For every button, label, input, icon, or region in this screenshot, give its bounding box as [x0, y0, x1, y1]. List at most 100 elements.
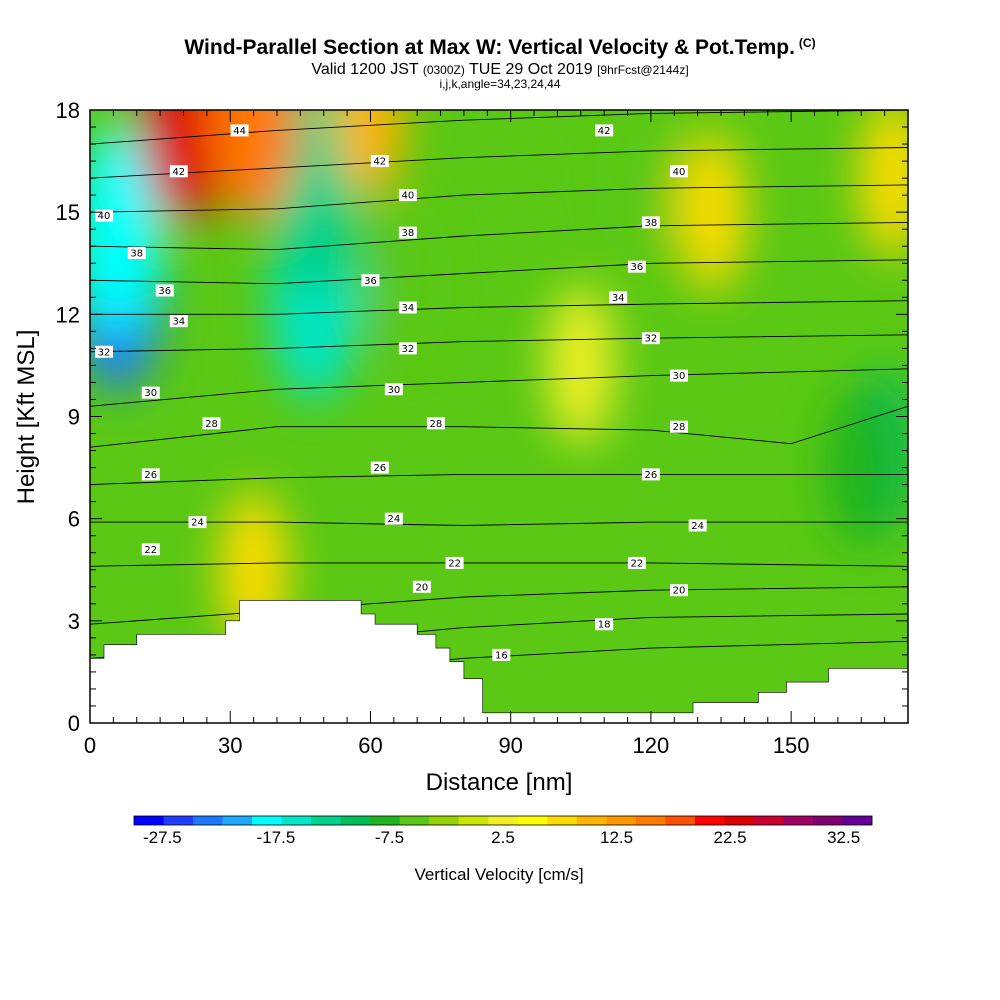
colorbar-swatch	[370, 816, 400, 825]
contour-label-box	[398, 189, 417, 202]
contour-label: 28	[426, 417, 445, 430]
contour-label-text: 42	[598, 126, 611, 137]
y-tick-label: 15	[56, 200, 80, 225]
colorbar-swatch	[163, 816, 194, 825]
contour-label: 42	[595, 124, 614, 137]
contour-label: 26	[370, 461, 389, 474]
theta-contour	[90, 334, 908, 353]
theta-contour	[90, 259, 908, 285]
colorbar-tick-labels: -27.5 -17.5 -7.5 2.5 12.5 22.5 32.5	[143, 828, 860, 847]
colorbar-swatch	[694, 816, 725, 825]
contour-label: 22	[627, 556, 646, 569]
y-tick-labels: 0 3 6 9 12 15 18	[56, 98, 80, 736]
contour-label-box	[398, 342, 417, 355]
colorbar-tick-label: 32.5	[827, 828, 860, 847]
contour-label-text: 38	[130, 249, 143, 260]
contour-label-text: 30	[673, 371, 686, 382]
chart-title: Wind-Parallel Section at Max W: Vertical…	[184, 36, 816, 59]
contour-label-box	[370, 155, 389, 168]
contour-label-text: 24	[191, 518, 204, 529]
plot-background	[90, 110, 908, 723]
contour-label-box	[627, 260, 646, 273]
valid-main: Valid 1200 JST	[311, 61, 419, 78]
contour-label-box	[445, 556, 464, 569]
contour-label-box	[188, 516, 207, 529]
contour-label: 26	[641, 468, 660, 481]
contour-label-text: 38	[645, 218, 658, 229]
contour-label-text: 34	[172, 317, 185, 328]
contour-label: 38	[127, 247, 146, 260]
contour-label-box	[202, 417, 221, 430]
velocity-cell	[607, 110, 676, 259]
x-tick-label: 150	[773, 733, 810, 758]
x-tick-labels: 0 30 60 90 120 150	[84, 733, 810, 758]
contour-label-text: 22	[144, 545, 157, 556]
colorbar-swatch	[252, 816, 282, 825]
colorbar-swatch	[606, 816, 637, 825]
indices-line: i,j,k,angle=34,23,24,44	[439, 77, 561, 91]
forecast-tag: [9hrFcst@2144z]	[597, 63, 689, 77]
x-tick-label: 60	[358, 733, 382, 758]
colorbar-label: Vertical Velocity [cm/s]	[414, 865, 583, 884]
contour-label-text: 16	[495, 650, 508, 661]
colorbar-tick-label: 22.5	[714, 828, 747, 847]
colorbar-tick-label: -27.5	[143, 828, 182, 847]
theta-contour	[90, 521, 908, 526]
valid-date: TUE 29 Oct 2019	[469, 61, 593, 78]
contour-label-box	[641, 468, 660, 481]
theta-contour	[90, 562, 908, 567]
contour-label: 24	[688, 519, 707, 532]
colorbar-tick-label: -7.5	[375, 828, 404, 847]
contour-label-text: 32	[645, 334, 658, 345]
colorbar-swatch	[635, 816, 666, 825]
x-axis-label: Distance [nm]	[426, 769, 573, 796]
terrain	[90, 600, 908, 723]
contour-label-box	[688, 519, 707, 532]
colorbar-swatch	[134, 816, 164, 825]
contour-label-box	[669, 369, 688, 382]
colorbar-swatch	[517, 816, 548, 825]
contour-label-text: 20	[416, 582, 429, 593]
colorbar-swatch	[724, 816, 755, 825]
contour-label-text: 36	[364, 276, 377, 287]
contour-label: 16	[492, 648, 511, 661]
contour-label: 34	[609, 291, 628, 304]
y-tick-label: 3	[68, 609, 80, 634]
colorbar-swatch	[665, 816, 696, 825]
valid-utc: (0300Z)	[422, 63, 465, 77]
contour-label-box	[641, 216, 660, 229]
contour-label: 24	[384, 512, 403, 525]
title-mark: (C)	[798, 36, 816, 50]
contour-label-box	[361, 274, 380, 287]
colorbar-swatch	[547, 816, 578, 825]
contour-label-box	[127, 247, 146, 260]
contour-label-text: 44	[233, 126, 246, 137]
theta-contour	[90, 110, 908, 145]
contour-label-text: 32	[401, 344, 414, 355]
contour-label-text: 42	[172, 167, 185, 178]
contour-label: 32	[398, 342, 417, 355]
contour-label-text: 40	[401, 191, 414, 202]
contour-label-box	[230, 124, 249, 137]
contour-label-text: 30	[144, 388, 157, 399]
contour-label-text: 28	[205, 419, 218, 430]
contour-label-text: 18	[598, 620, 611, 631]
colorbar-swatch	[488, 816, 519, 825]
contour-label: 42	[169, 165, 188, 178]
y-tick-label: 6	[68, 507, 80, 532]
y-tick-label: 12	[56, 302, 80, 327]
x-tick-label: 120	[633, 733, 670, 758]
contour-label: 20	[669, 584, 688, 597]
colorbar-tick-label: 2.5	[491, 828, 515, 847]
colorbar-tick-label: -17.5	[257, 828, 296, 847]
contour-label-text: 40	[98, 211, 111, 222]
contour-label-text: 26	[373, 463, 386, 474]
contour-label-box	[595, 124, 614, 137]
theta-contour	[90, 405, 908, 448]
theta-contour	[90, 368, 908, 407]
contour-label-box	[169, 165, 188, 178]
contour-label: 34	[398, 301, 417, 314]
contour-label: 40	[669, 165, 688, 178]
contour-label-box	[141, 468, 160, 481]
